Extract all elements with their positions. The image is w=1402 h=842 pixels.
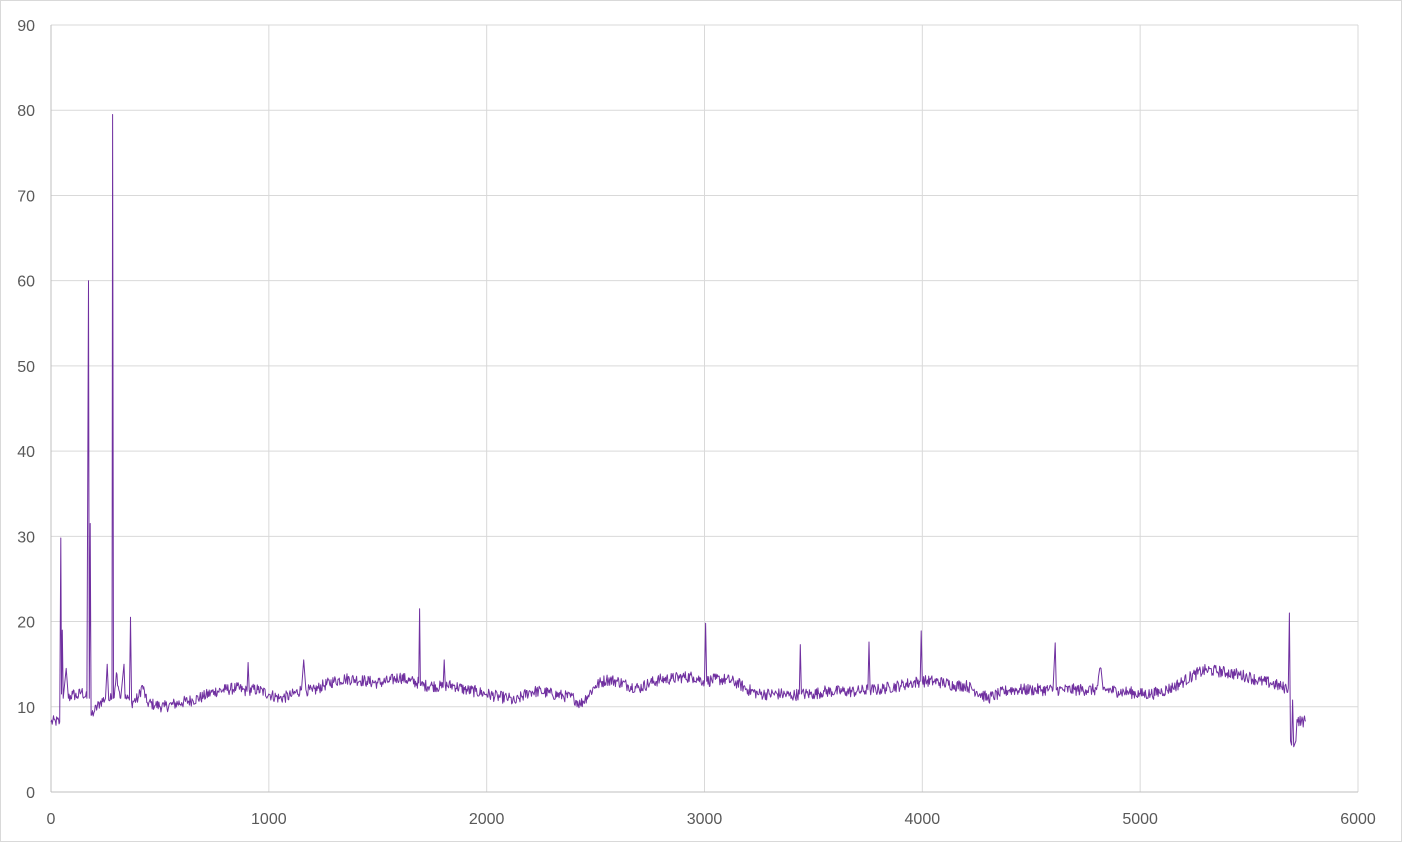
y-tick-label-90: 90 — [17, 18, 35, 35]
y-tick-label-0: 0 — [26, 785, 35, 802]
y-tick-label-30: 30 — [17, 529, 35, 546]
x-tick-label-2000: 2000 — [469, 811, 505, 828]
series-layer — [50, 114, 1307, 748]
x-tick-label-0: 0 — [47, 811, 56, 828]
x-tick-label-3000: 3000 — [687, 811, 723, 828]
y-tick-label-40: 40 — [17, 444, 35, 461]
tick-labels: 0 10 20 30 40 50 60 70 80 90 0 1000 2000 3000 4000 5000… — [17, 18, 1376, 828]
y-tick-label-80: 80 — [17, 103, 35, 120]
y-tick-label-10: 10 — [17, 700, 35, 717]
series-line-0 — [50, 114, 1307, 748]
x-tick-label-4000: 4000 — [905, 811, 941, 828]
y-tick-label-70: 70 — [17, 188, 35, 205]
x-tick-label-6000: 6000 — [1340, 811, 1376, 828]
axes — [50, 25, 1358, 793]
x-tick-label-5000: 5000 — [1122, 811, 1158, 828]
x-tick-label-1000: 1000 — [251, 811, 287, 828]
y-tick-label-60: 60 — [17, 274, 35, 291]
y-tick-label-20: 20 — [17, 615, 35, 632]
y-tick-label-50: 50 — [17, 359, 35, 376]
